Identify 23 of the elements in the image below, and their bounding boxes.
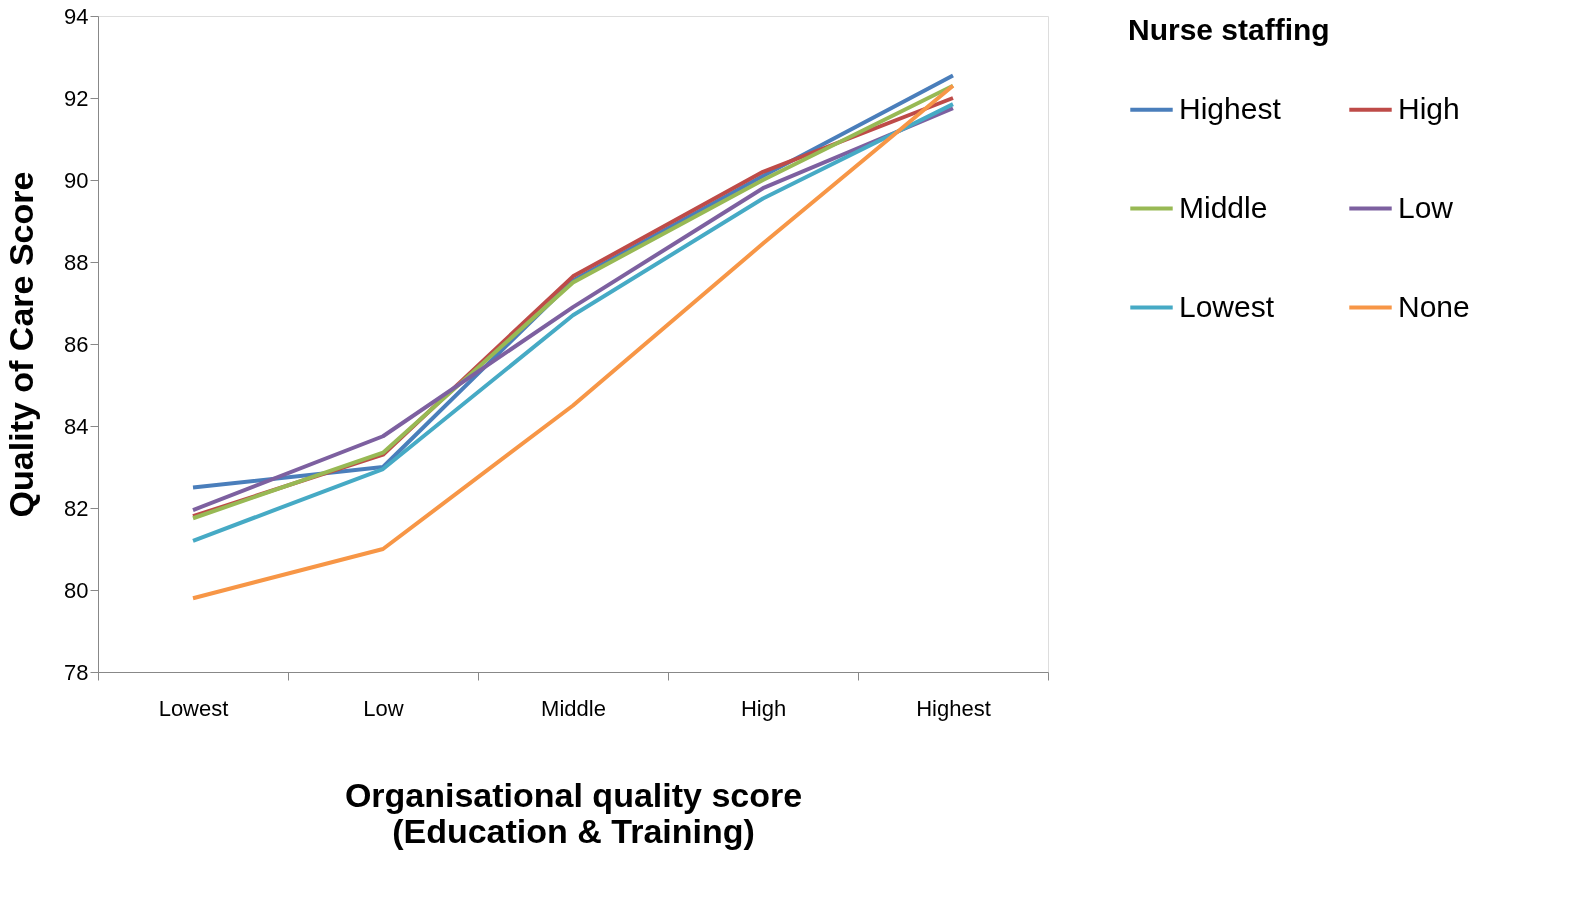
x-tick-label: Low [363, 695, 404, 721]
y-tick-label: 84 [64, 413, 89, 439]
y-tick-label: 82 [64, 495, 89, 521]
y-tick-label: 94 [64, 3, 89, 29]
y-axis-title: Quality of Care Score [2, 171, 41, 518]
legend-label: None [1398, 289, 1470, 323]
legend-label: High [1398, 91, 1460, 125]
legend-title: Nurse staffing [1128, 13, 1330, 46]
x-tick-label: Highest [916, 695, 991, 721]
legend-label: Middle [1179, 190, 1268, 224]
y-tick-label: 92 [64, 85, 89, 111]
y-tick-label: 80 [64, 577, 89, 603]
y-tick-label: 78 [64, 659, 89, 685]
y-tick-label: 88 [64, 249, 89, 275]
x-tick-label: High [740, 695, 787, 721]
y-tick-label: 90 [64, 167, 89, 193]
legend-label: Low [1398, 190, 1454, 224]
x-tick-label: Middle [541, 695, 606, 721]
legend-label: Highest [1179, 91, 1282, 125]
x-tick-label: Lowest [158, 695, 229, 721]
legend-label: Lowest [1179, 289, 1275, 323]
x-axis-title: Organisational quality score (Education & Training) [344, 775, 803, 850]
y-tick-label: 86 [64, 331, 89, 357]
